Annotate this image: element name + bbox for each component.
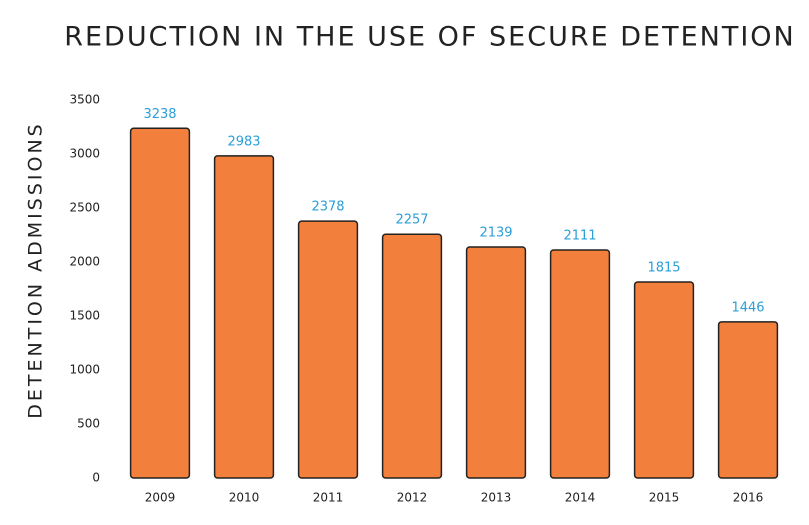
bar (717, 321, 779, 479)
bar (129, 127, 191, 479)
data-label: 2111 (563, 229, 596, 244)
y-tick-label: 0 (92, 471, 100, 485)
data-label: 1815 (647, 260, 680, 275)
bar (549, 249, 611, 479)
x-tick-label: 2009 (145, 491, 176, 505)
bar (297, 220, 359, 479)
data-label: 2378 (311, 200, 344, 215)
y-tick-label: 3000 (69, 147, 100, 161)
x-tick-label: 2013 (481, 491, 512, 505)
x-tick-label: 2010 (229, 491, 260, 505)
y-axis-title: DETENTION ADMISSIONS (25, 121, 47, 418)
data-label: 2257 (395, 213, 428, 228)
y-tick-label: 1000 (69, 363, 100, 377)
data-label: 2983 (227, 134, 260, 149)
bar (633, 281, 695, 479)
x-tick-label: 2016 (733, 491, 764, 505)
x-tick-label: 2012 (397, 491, 428, 505)
x-tick-label: 2015 (649, 491, 680, 505)
bar (213, 155, 275, 479)
y-tick-label: 2500 (69, 201, 100, 215)
y-tick-label: 1500 (69, 309, 100, 323)
data-label: 3238 (143, 107, 176, 122)
data-label: 1446 (731, 300, 764, 315)
x-tick-label: 2011 (313, 491, 344, 505)
chart-title: REDUCTION IN THE USE OF SECURE DETENTION (64, 22, 796, 53)
x-tick-label: 2014 (565, 491, 596, 505)
bar (465, 246, 527, 479)
y-tick-label: 500 (77, 417, 100, 431)
data-label: 2139 (479, 225, 512, 240)
y-tick-label: 2000 (69, 255, 100, 269)
bar (381, 233, 443, 479)
y-tick-label: 3500 (69, 93, 100, 107)
